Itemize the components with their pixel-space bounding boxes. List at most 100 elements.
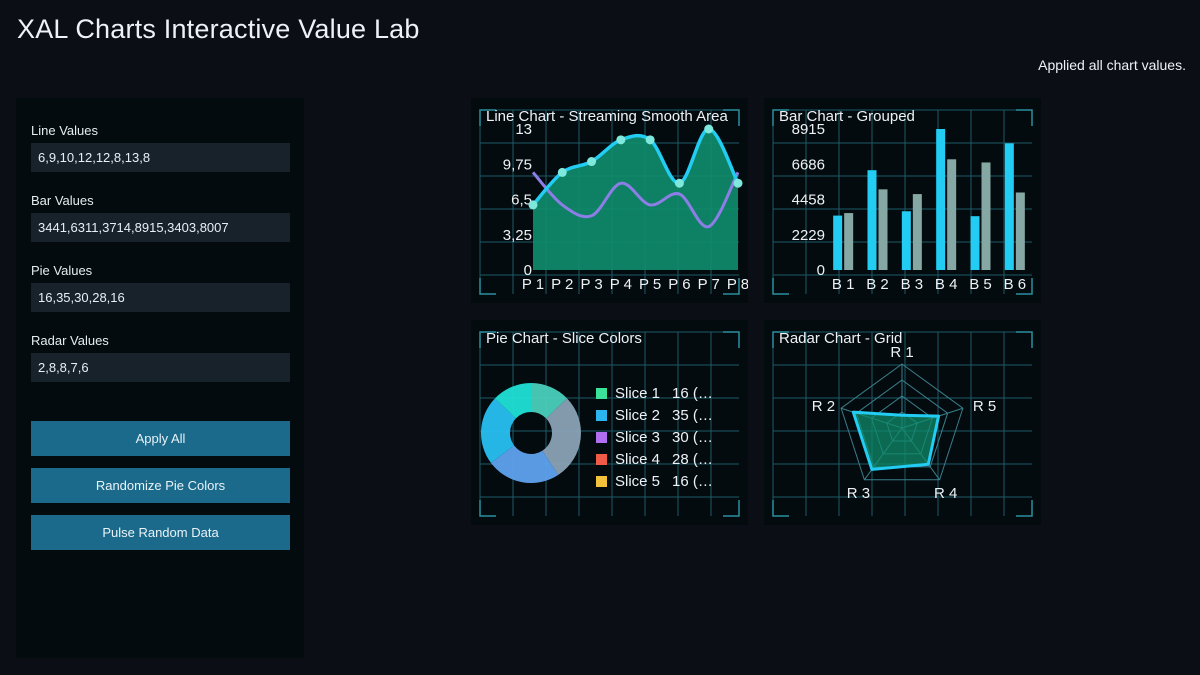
bar bbox=[1015, 192, 1025, 270]
bar bbox=[947, 159, 957, 270]
pie-slice bbox=[481, 398, 516, 463]
pie-values-label: Pie Values bbox=[31, 263, 93, 278]
legend-swatch bbox=[596, 410, 607, 421]
y-tick-label: 0 bbox=[817, 262, 825, 279]
line-chart-title: Line Chart - Streaming Smooth Area bbox=[486, 108, 728, 125]
x-tick-label: B 6 bbox=[1004, 276, 1027, 293]
series-line-secondary bbox=[531, 171, 740, 229]
bar bbox=[867, 170, 877, 270]
data-point bbox=[557, 167, 567, 177]
y-tick-label: 6686 bbox=[792, 156, 825, 173]
pie-slice bbox=[531, 383, 568, 419]
x-tick-label: P 2 bbox=[551, 276, 573, 293]
frame-corner bbox=[1016, 109, 1033, 126]
bar bbox=[936, 129, 946, 270]
data-point bbox=[616, 135, 626, 145]
frame-corner bbox=[772, 331, 789, 348]
legend-value: 16 (… bbox=[672, 385, 713, 402]
x-tick-label: B 4 bbox=[935, 276, 958, 293]
app-title: XAL Charts Interactive Value Lab bbox=[17, 14, 420, 44]
series-area bbox=[533, 129, 738, 270]
randomize-pie-colors-button[interactable]: Randomize Pie Colors bbox=[31, 468, 290, 503]
radar-axis-label: R 4 bbox=[934, 485, 957, 502]
y-tick-label: 0 bbox=[524, 262, 532, 279]
radar-chart-card: R 1 R 5 R 4 R 3 R 2 Radar Chart - Grid bbox=[764, 320, 1041, 525]
y-tick-label: 8915 bbox=[792, 121, 825, 138]
frame-corner bbox=[772, 278, 789, 295]
bar-values-label: Bar Values bbox=[31, 193, 94, 208]
line-values-label: Line Values bbox=[31, 123, 98, 138]
pie-slice bbox=[542, 398, 581, 475]
legend-swatch bbox=[596, 388, 607, 399]
x-tick-label: P 4 bbox=[610, 276, 632, 293]
radar-axis-label: R 3 bbox=[847, 485, 870, 502]
x-tick-label: B 3 bbox=[901, 276, 924, 293]
bar bbox=[1004, 143, 1014, 270]
legend-swatch bbox=[596, 454, 607, 465]
frame-corner bbox=[479, 500, 496, 517]
x-tick-label: P 3 bbox=[580, 276, 602, 293]
legend-label: Slice 1 bbox=[615, 385, 660, 402]
pie-chart-title: Pie Chart - Slice Colors bbox=[486, 330, 642, 347]
radar-values-label: Radar Values bbox=[31, 333, 109, 348]
frame-corner bbox=[723, 331, 740, 348]
x-tick-label: P 5 bbox=[639, 276, 661, 293]
data-point bbox=[704, 124, 714, 134]
data-point bbox=[733, 178, 743, 188]
legend-value: 16 (… bbox=[672, 473, 713, 490]
line-values-input[interactable] bbox=[31, 143, 290, 172]
frame-corner bbox=[723, 278, 740, 295]
legend-label: Slice 5 bbox=[615, 473, 660, 490]
radar-chart: R 1 R 5 R 4 R 3 R 2 bbox=[772, 331, 1033, 517]
frame-corner bbox=[772, 500, 789, 517]
frame-corner bbox=[1016, 500, 1033, 517]
frame-corner bbox=[1016, 278, 1033, 295]
frame-corner bbox=[1016, 331, 1033, 348]
frame-corner bbox=[723, 500, 740, 517]
y-tick-label: 4458 bbox=[792, 192, 825, 209]
legend-swatch bbox=[596, 476, 607, 487]
pulse-random-data-button[interactable]: Pulse Random Data bbox=[31, 515, 290, 550]
x-tick-label: P 6 bbox=[668, 276, 690, 293]
radar-chart-title: Radar Chart - Grid bbox=[779, 330, 903, 347]
y-tick-label: 2229 bbox=[792, 227, 825, 244]
bar-values-input[interactable] bbox=[31, 213, 290, 242]
legend-label: Slice 3 bbox=[615, 429, 660, 446]
pie-values-input[interactable] bbox=[31, 283, 290, 312]
radar-axis-label: R 1 bbox=[890, 344, 913, 361]
bar bbox=[970, 216, 980, 270]
bar bbox=[833, 215, 843, 270]
bar-chart-title: Bar Chart - Grouped bbox=[779, 108, 915, 125]
controls-panel: Line Values Bar Values Pie Values Radar … bbox=[16, 98, 304, 658]
y-tick-label: 3,25 bbox=[503, 227, 532, 244]
line-chart-card: 0 3,25 6,5 9,75 13 P 1 P 2 P 3 P 4 P 5 P 6 P 7 P 8 L… bbox=[471, 98, 748, 303]
pie-chart-card: Slice 1 16 (… Slice 2 35 (… Slice 3 30 (… Slic… bbox=[471, 320, 748, 525]
pie-chart: Slice 1 16 (… Slice 2 35 (… Slice 3 30 (… Slic… bbox=[479, 331, 740, 517]
bar bbox=[981, 162, 991, 270]
bar bbox=[912, 194, 922, 270]
frame-corner bbox=[479, 109, 496, 126]
x-tick-label: B 2 bbox=[866, 276, 889, 293]
radar-area bbox=[851, 410, 941, 471]
legend-value: 28 (… bbox=[672, 451, 713, 468]
x-tick-label: B 1 bbox=[832, 276, 855, 293]
y-tick-label: 13 bbox=[515, 121, 532, 138]
bar-chart-card: 0 2229 4458 6686 8915 B 1 B 2 B 3 B 4 B 5 B 6 Bar … bbox=[764, 98, 1041, 303]
frame-corner bbox=[479, 278, 496, 295]
pie-slice bbox=[494, 383, 531, 419]
radar-values-input[interactable] bbox=[31, 353, 290, 382]
legend-label: Slice 2 bbox=[615, 407, 660, 424]
radar-ring bbox=[840, 363, 964, 481]
bar bbox=[844, 213, 854, 270]
legend-value: 35 (… bbox=[672, 407, 713, 424]
data-point bbox=[645, 135, 655, 145]
data-point bbox=[528, 200, 538, 210]
legend-value: 30 (… bbox=[672, 429, 713, 446]
apply-all-button[interactable]: Apply All bbox=[31, 421, 290, 456]
pie-slice bbox=[490, 445, 559, 483]
y-tick-label: 9,75 bbox=[503, 156, 532, 173]
bar-chart: 0 2229 4458 6686 8915 B 1 B 2 B 3 B 4 B 5 B 6 bbox=[772, 109, 1033, 295]
bar bbox=[878, 189, 888, 270]
data-point bbox=[674, 178, 684, 188]
x-tick-label: P 8 bbox=[727, 276, 748, 293]
